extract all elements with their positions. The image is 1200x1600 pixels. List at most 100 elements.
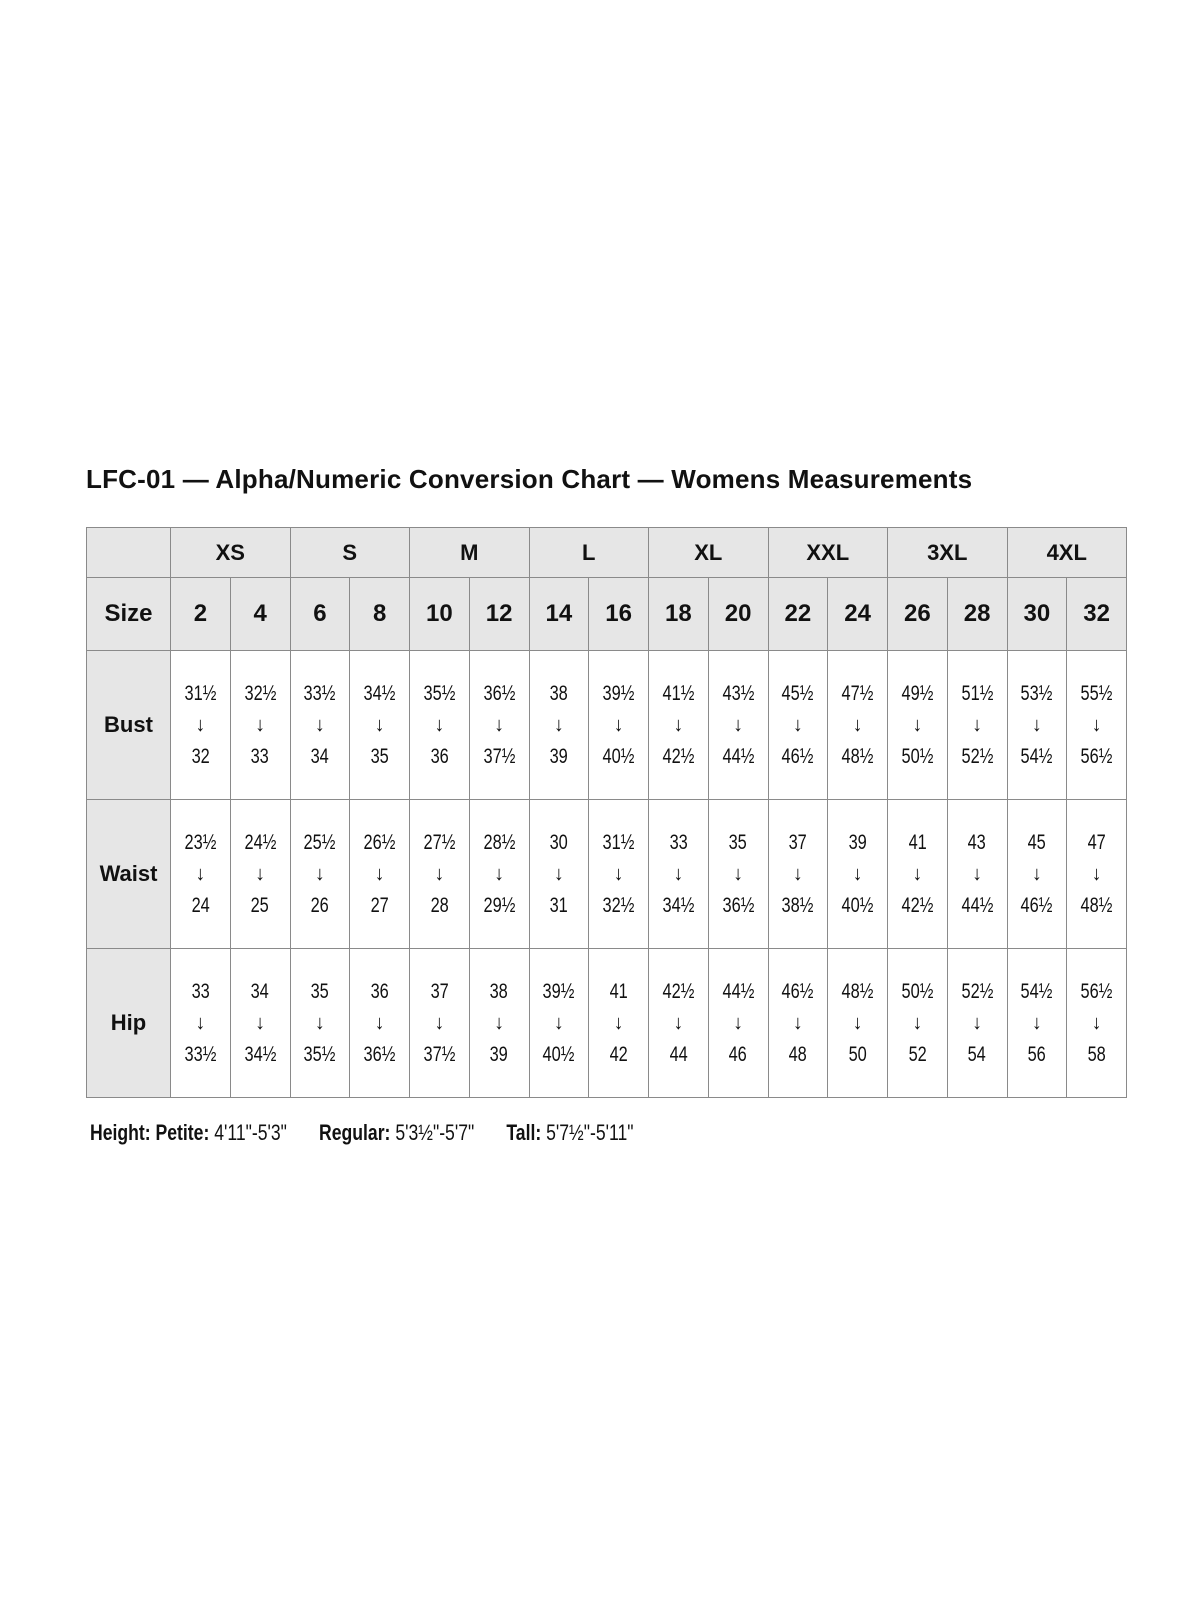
range-from: 41 <box>609 980 628 1003</box>
range-from: 37 <box>430 980 449 1003</box>
range-from: 36½ <box>483 682 516 705</box>
measurement-cell: 56½ ↓ 58 <box>1066 948 1127 1098</box>
arrow-down-icon: ↓ <box>912 714 923 736</box>
range-to: 46½ <box>781 745 814 768</box>
measurement-cell: 43 ↓ 44½ <box>946 799 1008 949</box>
range-from: 43 <box>968 831 987 854</box>
measurement-cell: 35 ↓ 35½ <box>289 948 351 1098</box>
arrow-down-icon: ↓ <box>613 714 624 736</box>
range-to: 34½ <box>662 894 695 917</box>
arrow-down-icon: ↓ <box>733 863 744 885</box>
measurement-cell: 39½ ↓ 40½ <box>588 650 649 800</box>
numeric-size-cell: 12 <box>468 577 530 651</box>
arrow-down-icon: ↓ <box>1091 714 1102 736</box>
numeric-size-cell: 26 <box>887 577 948 651</box>
arrow-down-icon: ↓ <box>494 863 505 885</box>
arrow-down-icon: ↓ <box>972 1012 983 1034</box>
arrow-down-icon: ↓ <box>1091 1012 1102 1034</box>
measurement-cell: 38 ↓ 39 <box>528 650 590 800</box>
alpha-size-header: XS <box>170 527 291 578</box>
height-label: Height: <box>90 1120 151 1145</box>
range-from: 38 <box>549 682 568 705</box>
numeric-size-cell: 6 <box>289 577 351 651</box>
range-to: 34 <box>310 745 329 768</box>
corner-cell <box>86 527 171 578</box>
range-from: 28½ <box>483 831 516 854</box>
row-label: Bust <box>86 650 171 800</box>
arrow-down-icon: ↓ <box>792 863 803 885</box>
range-from: 24½ <box>244 831 277 854</box>
range-to: 37½ <box>423 1043 456 1066</box>
range-to: 54 <box>968 1043 987 1066</box>
range-from: 30 <box>549 831 568 854</box>
range-to: 32 <box>191 745 210 768</box>
range-to: 28 <box>430 894 449 917</box>
range-from: 31½ <box>602 831 635 854</box>
range-from: 37 <box>788 831 807 854</box>
range-to: 42 <box>609 1043 628 1066</box>
arrow-down-icon: ↓ <box>673 863 684 885</box>
range-to: 56½ <box>1080 745 1113 768</box>
range-from: 33½ <box>303 682 336 705</box>
measurement-cell: 33 ↓ 34½ <box>648 799 709 949</box>
arrow-down-icon: ↓ <box>195 1012 206 1034</box>
range-from: 39½ <box>602 682 635 705</box>
measurement-cell: 30 ↓ 31 <box>528 799 590 949</box>
measurement-cell: 36 ↓ 36½ <box>349 948 410 1098</box>
arrow-down-icon: ↓ <box>494 714 505 736</box>
range-to: 35½ <box>303 1043 336 1066</box>
range-from: 49½ <box>901 682 934 705</box>
measurement-cell: 46½ ↓ 48 <box>767 948 829 1098</box>
range-from: 41 <box>908 831 927 854</box>
measurement-cell: 37 ↓ 38½ <box>767 799 829 949</box>
numeric-size-cell: 16 <box>588 577 649 651</box>
numeric-size-cell: 20 <box>707 577 769 651</box>
range-from: 43½ <box>722 682 755 705</box>
range-from: 51½ <box>961 682 994 705</box>
measurement-cell: 41 ↓ 42½ <box>887 799 948 949</box>
measurement-cell: 34½ ↓ 35 <box>349 650 410 800</box>
arrow-down-icon: ↓ <box>195 863 206 885</box>
range-from: 39 <box>848 831 867 854</box>
measurement-row-hip: Hip 33 ↓ 33½ 34 ↓ 34½ 35 ↓ 35½ 36 ↓ 36½ 37 ↓ 37½ 38 ↓ 39 39… <box>86 948 1127 1098</box>
measurement-cell: 43½ ↓ 44½ <box>707 650 769 800</box>
range-to: 48½ <box>1080 894 1113 917</box>
arrow-down-icon: ↓ <box>374 863 385 885</box>
measurement-cell: 24½ ↓ 25 <box>229 799 291 949</box>
measurement-cell: 54½ ↓ 56 <box>1006 948 1068 1098</box>
row-label: Hip <box>86 948 171 1098</box>
range-to: 56 <box>1027 1043 1046 1066</box>
chart-title: LFC-01 — Alpha/Numeric Conversion Chart … <box>86 464 973 494</box>
arrow-down-icon: ↓ <box>792 714 803 736</box>
range-from: 55½ <box>1080 682 1113 705</box>
range-to: 29½ <box>483 894 516 917</box>
alpha-size-row: XS S M L XL XXL 3XL 4XL <box>86 527 1127 578</box>
measurement-cell: 23½ ↓ 24 <box>170 799 231 949</box>
numeric-size-cell: 30 <box>1006 577 1068 651</box>
measurement-cell: 51½ ↓ 52½ <box>946 650 1008 800</box>
arrow-down-icon: ↓ <box>314 1012 325 1034</box>
range-to: 39 <box>490 1043 509 1066</box>
range-from: 53½ <box>1020 682 1053 705</box>
size-conversion-table: XS S M L XL XXL 3XL 4XL Size 2 4 6 8 10 12 14 16 18 20 22… <box>86 527 1127 1098</box>
range-to: 36½ <box>363 1043 396 1066</box>
arrow-down-icon: ↓ <box>374 714 385 736</box>
range-from: 47 <box>1087 831 1106 854</box>
numeric-size-cell: 14 <box>528 577 590 651</box>
numeric-size-cell: 10 <box>409 577 470 651</box>
tall-label: Tall: <box>506 1120 542 1145</box>
range-to: 44 <box>669 1043 688 1066</box>
range-to: 42½ <box>662 745 695 768</box>
measurement-cell: 52½ ↓ 54 <box>946 948 1008 1098</box>
measurement-cell: 38 ↓ 39 <box>468 948 530 1098</box>
petite-value: 4'11"-5'3" <box>214 1120 287 1145</box>
alpha-size-header: XXL <box>767 527 888 578</box>
arrow-down-icon: ↓ <box>374 1012 385 1034</box>
range-from: 56½ <box>1080 980 1113 1003</box>
range-from: 35 <box>310 980 329 1003</box>
range-from: 33 <box>191 980 210 1003</box>
arrow-down-icon: ↓ <box>314 863 325 885</box>
arrow-down-icon: ↓ <box>434 1012 445 1034</box>
measurement-cell: 33 ↓ 33½ <box>170 948 231 1098</box>
range-to: 36½ <box>722 894 755 917</box>
